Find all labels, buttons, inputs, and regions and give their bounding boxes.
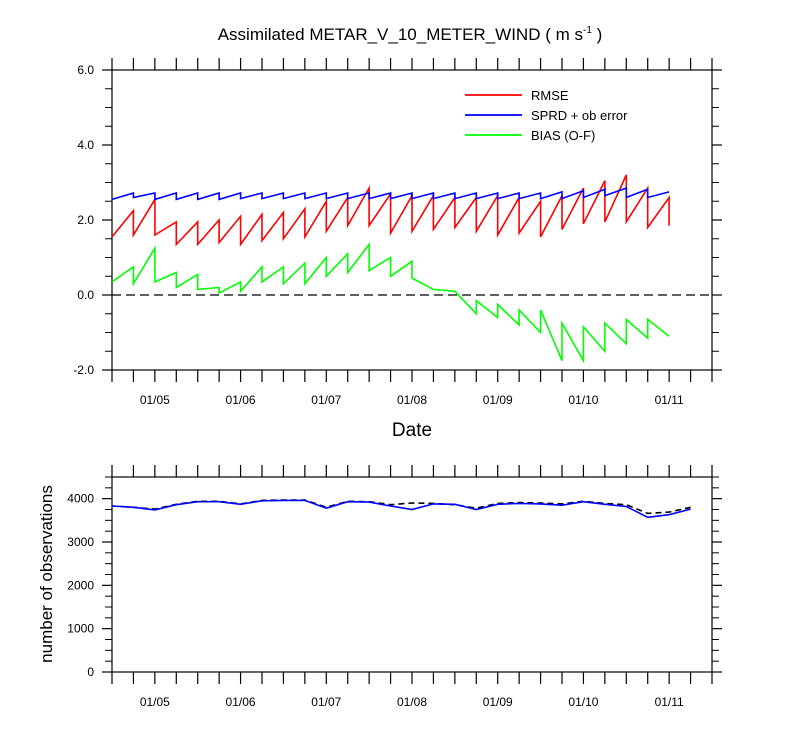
top-series bbox=[111, 174, 712, 364]
x-tick-label: 01/08 bbox=[397, 393, 427, 407]
y-tick-label: 3000 bbox=[67, 535, 94, 549]
bottom-series bbox=[111, 499, 691, 519]
series-line-sprd-ob-error bbox=[111, 186, 670, 201]
y-tick-label: 1000 bbox=[67, 622, 94, 636]
x-axis-label: Date bbox=[392, 420, 432, 441]
legend-label: RMSE bbox=[531, 88, 569, 103]
y-tick-label: -2.0 bbox=[73, 363, 94, 377]
top-y-axis: -2.0 0.0 2.0 4.0 6.0 bbox=[73, 63, 722, 377]
y-tick-label: 0 bbox=[87, 665, 94, 679]
x-tick-label: 01/05 bbox=[140, 393, 170, 407]
legend-label: BIAS (O-F) bbox=[531, 128, 595, 143]
legend-label: SPRD + ob error bbox=[531, 108, 628, 123]
x-tick-label: 01/06 bbox=[226, 695, 256, 709]
y-tick-label: 4000 bbox=[67, 492, 94, 506]
y-axis-label-observations: number of observations bbox=[37, 485, 56, 663]
chart-title: Assimilated METAR_V_10_METER_WIND ( m s-… bbox=[218, 25, 603, 44]
x-tick-label: 01/11 bbox=[655, 393, 684, 407]
x-tick-label: 01/09 bbox=[483, 393, 513, 407]
x-tick-label: 01/11 bbox=[655, 695, 684, 709]
series-line-possible bbox=[111, 499, 691, 515]
x-tick-label: 01/08 bbox=[397, 695, 427, 709]
bottom-x-axis: 01/05 01/06 01/07 01/08 01/09 01/10 01/11 bbox=[140, 695, 684, 709]
top-ticks bbox=[111, 58, 713, 382]
x-tick-label: 01/06 bbox=[226, 393, 256, 407]
top-panel: Assimilated METAR_V_10_METER_WIND ( m s-… bbox=[73, 25, 722, 441]
x-tick-label: 01/10 bbox=[568, 393, 598, 407]
x-tick-label: 01/10 bbox=[568, 695, 598, 709]
bottom-ticks bbox=[111, 465, 713, 684]
y-tick-label: 2000 bbox=[67, 578, 94, 592]
series-line-used bbox=[111, 499, 691, 519]
series-line-rmse bbox=[111, 174, 670, 247]
y-tick-label: 0.0 bbox=[77, 288, 94, 302]
x-tick-label: 01/09 bbox=[483, 695, 513, 709]
bottom-y-axis: 0 1000 2000 3000 4000 bbox=[67, 476, 722, 679]
y-tick-label: 6.0 bbox=[77, 63, 94, 77]
x-tick-label: 01/07 bbox=[311, 695, 341, 709]
top-x-axis: 01/05 01/06 01/07 01/08 01/09 01/10 01/11 bbox=[140, 393, 684, 407]
x-tick-label: 01/07 bbox=[311, 393, 341, 407]
x-tick-label: 01/05 bbox=[140, 695, 170, 709]
y-tick-label: 2.0 bbox=[77, 213, 94, 227]
y-tick-label: 4.0 bbox=[77, 138, 94, 152]
legend: RMSE SPRD + ob error BIAS (O-F) bbox=[465, 88, 628, 143]
series-line-bias-o-f bbox=[111, 242, 670, 364]
